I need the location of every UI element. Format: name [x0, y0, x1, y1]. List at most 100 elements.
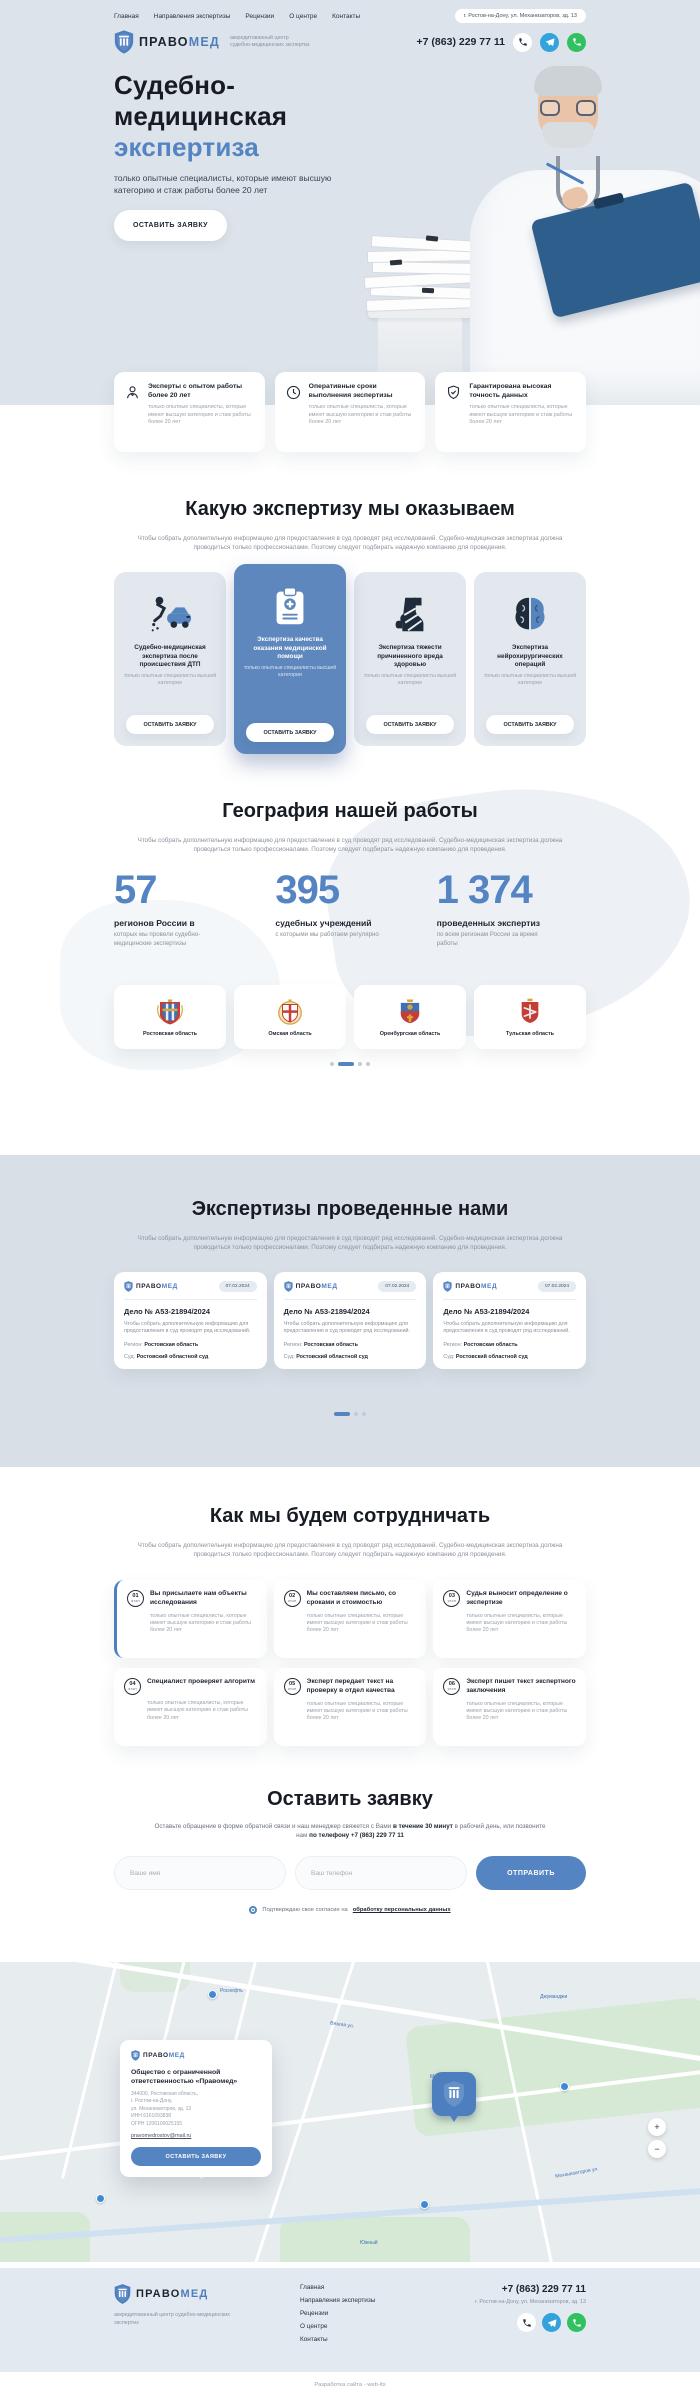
nav-item-about[interactable]: О центре — [289, 12, 318, 20]
map-section[interactable]: Роснефть Вязкая ул. Меркел Бус Джуманджи… — [0, 1962, 700, 2262]
cases-subtitle: Чтобы собрать дополнительную информацию … — [137, 1235, 563, 1251]
map-poi[interactable] — [420, 2200, 429, 2209]
phone-call-button[interactable] — [517, 2313, 536, 2332]
service-title: Экспертиза тяжести причиненного вреда зд… — [377, 644, 443, 669]
logo-tagline: аккредитованный центр судебно-медицински… — [230, 35, 309, 49]
site-credit[interactable]: Разработка сайта - web-its — [314, 2382, 386, 2388]
carousel-dot[interactable] — [358, 1062, 362, 1066]
footer-nav-about[interactable]: О центре — [300, 2323, 328, 2330]
map-marker[interactable] — [432, 2072, 476, 2122]
consent-radio[interactable] — [249, 1906, 258, 1914]
company-detail-line: ИНН 6161093838 — [131, 2113, 172, 2120]
personal-data-link[interactable]: обработку персональных данных — [352, 1907, 451, 1913]
footer-tagline: аккредитованный центр судебно-медицински… — [114, 2312, 230, 2326]
stat-label: проведенных экспертиз — [436, 918, 540, 928]
map-label: Роснефть — [220, 1988, 243, 1994]
nav-item-reviews[interactable]: Рецензии — [245, 12, 275, 20]
stat-value: 1 374 — [436, 868, 533, 912]
service-text: только опытные специалисты высшей катего… — [123, 673, 217, 686]
stat-value: 57 — [114, 868, 158, 912]
whatsapp-icon — [572, 37, 582, 47]
divider — [283, 1299, 417, 1300]
logo-name[interactable]: ПРАВОМЕД — [139, 35, 220, 49]
company-email-link[interactable]: pravomedrostov@mail.ru — [131, 2133, 192, 2140]
step-card-6: 06 этап Эксперт пишет текст экспертного з… — [433, 1668, 586, 1746]
map-card-header: ПРАВОМЕД — [131, 2050, 261, 2061]
submit-button[interactable]: ОТПРАВИТЬ — [476, 1856, 586, 1890]
service-cta-button[interactable]: ОСТАВИТЬ ЗАЯВКУ — [486, 715, 574, 734]
case-region: Регион: Ростовская область — [124, 1341, 199, 1348]
service-cta-button[interactable]: ОСТАВИТЬ ЗАЯВКУ — [126, 715, 214, 734]
step-title: Вы присылаете нам объекты исследования — [150, 1590, 247, 1606]
footer-contacts: +7 (863) 229 77 11 г. Ростов-на-Дону, ул… — [420, 2284, 586, 2332]
hero-cta-button[interactable]: ОСТАВИТЬ ЗАЯВКУ — [114, 210, 227, 241]
footer-nav-directions[interactable]: Направления экспертизы — [300, 2297, 376, 2304]
footer-logo[interactable]: ПРАВОМЕД — [114, 2284, 208, 2304]
step-number-badge: 03 этап — [443, 1590, 461, 1607]
footer-nav-home[interactable]: Главная — [300, 2284, 325, 2291]
logo-accent: МЕД — [188, 35, 220, 49]
case-number: Дело № А53-21894/2024 — [283, 1307, 370, 1316]
case-number: Дело № А53-21894/2024 — [124, 1307, 210, 1316]
carousel-dot[interactable] — [366, 1062, 370, 1066]
phone-icon — [522, 2318, 532, 2328]
feature-text: только опытные специалисты, которые имею… — [469, 404, 573, 426]
map-poi[interactable] — [560, 2082, 569, 2091]
telegram-button[interactable] — [540, 32, 559, 52]
footer-nav-contacts[interactable]: Контакты — [300, 2336, 328, 2343]
carousel-dot[interactable] — [354, 1412, 358, 1416]
header-contacts: +7 (863) 229 77 11 — [417, 32, 586, 52]
phone-call-button[interactable] — [513, 32, 532, 52]
shield-check-icon — [448, 385, 460, 400]
case-region: Регион: Ростовская область — [283, 1341, 358, 1348]
steps-subtitle: Чтобы собрать дополнительную информацию … — [137, 1542, 563, 1558]
carousel-dot[interactable] — [330, 1062, 334, 1066]
steps-title: Как мы будем сотрудничать — [209, 1505, 491, 1527]
footer-phone: +7 (863) 229 77 11 — [501, 2284, 586, 2295]
service-card-quality: Экспертиза качества оказания медицинской… — [234, 564, 346, 754]
footer-nav-reviews[interactable]: Рецензии — [300, 2310, 329, 2317]
service-cta-button[interactable]: ОСТАВИТЬ ЗАЯВКУ — [366, 715, 454, 734]
nav-item-directions[interactable]: Направления экспертизы — [153, 12, 231, 20]
case-number: Дело № А53-21894/2024 — [443, 1307, 530, 1316]
whatsapp-button[interactable] — [567, 32, 586, 52]
stat-label: регионов России в — [114, 918, 195, 928]
stat-regions: 57 регионов России в которых мы провели … — [114, 868, 263, 948]
name-input[interactable] — [114, 1856, 286, 1890]
region-card-tula[interactable]: Тульская область — [474, 985, 586, 1049]
footer-social-buttons — [420, 2313, 586, 2332]
stat-text: которых мы провели судебно-медицинские э… — [114, 931, 201, 947]
service-card-neuro: Экспертиза нейрохирургических операций т… — [474, 572, 586, 746]
region-name: Омская область — [268, 1031, 312, 1037]
nav-item-home[interactable]: Главная — [114, 12, 139, 20]
zoom-out-button[interactable]: − — [648, 2140, 666, 2158]
doctor-beard — [542, 122, 594, 148]
geography-title: География нашей работы — [222, 800, 478, 822]
carousel-dot-active[interactable] — [334, 1412, 350, 1416]
whatsapp-button[interactable] — [567, 2313, 586, 2332]
map-card-cta-button[interactable]: ОСТАВИТЬ ЗАЯВКУ — [131, 2147, 261, 2167]
step-number-badge: 01 этап — [127, 1590, 144, 1607]
cases-title: Экспертизы проведенные нами — [191, 1198, 509, 1220]
map-poi[interactable] — [208, 1990, 217, 1999]
nav-links: Главная Направления экспертизы Рецензии … — [114, 13, 360, 20]
step-text: только опытные специалисты, которые имею… — [466, 1612, 568, 1634]
nav-item-contacts[interactable]: Контакты — [332, 12, 361, 20]
stat-label: судебных учреждений — [275, 918, 372, 928]
region-card-rostov[interactable]: Ростовская область — [114, 985, 226, 1049]
carousel-dot[interactable] — [362, 1412, 366, 1416]
service-cta-button[interactable]: ОСТАВИТЬ ЗАЯВКУ — [246, 723, 334, 742]
region-card-orenburg[interactable]: Оренбургская область — [354, 985, 466, 1049]
logo-tagline-line1: аккредитованный центр — [229, 35, 289, 41]
map-label: Южный — [360, 2240, 378, 2246]
map-poi[interactable] — [96, 2194, 105, 2203]
case-text: Чтобы собрать дополнительную информацию … — [443, 1321, 570, 1335]
service-text: только опытные специалисты высшей катего… — [483, 673, 577, 686]
region-card-omsk[interactable]: Омская область — [234, 985, 346, 1049]
phone-input[interactable] — [295, 1856, 467, 1890]
expert-icon — [126, 386, 139, 399]
carousel-dot-active[interactable] — [338, 1062, 354, 1066]
binder-clip — [421, 287, 435, 294]
zoom-in-button[interactable]: + — [648, 2118, 666, 2136]
telegram-button[interactable] — [542, 2313, 561, 2332]
